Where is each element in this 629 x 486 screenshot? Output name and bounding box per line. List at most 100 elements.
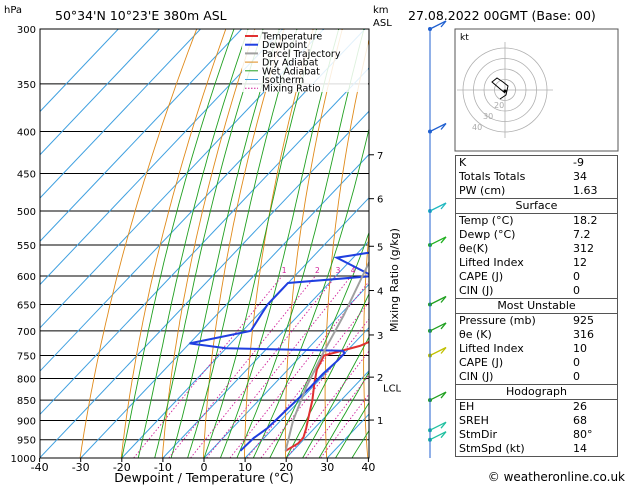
hpa-unit-label: hPa — [4, 5, 22, 16]
wet-adiabat-line — [236, 29, 365, 458]
wet-adiabat-line — [252, 127, 369, 458]
index-row: StmDir 80° — [456, 428, 618, 442]
index-label: CAPE (J) — [459, 270, 504, 283]
index-value: 34 — [573, 170, 587, 183]
wind-barb-flag — [440, 236, 447, 244]
wind-barb — [429, 391, 447, 401]
index-row: θe(K) 312 — [456, 242, 618, 256]
wind-barb — [429, 236, 447, 246]
mixing-ratio-label: 2 — [315, 266, 320, 275]
index-value: 925 — [573, 314, 594, 327]
dry-adiabat-line — [202, 29, 285, 458]
index-label: CAPE (J) — [459, 356, 504, 369]
index-row: Temp (°C) 18.2 — [456, 214, 618, 229]
index-label: Pressure (mb) — [459, 314, 536, 327]
km-tick-label: 3 — [377, 331, 383, 342]
km-tick-label: 6 — [377, 195, 383, 206]
km-tick-label: 5 — [377, 242, 383, 253]
hodograph-unit: kt — [460, 33, 469, 43]
wind-barb-flag — [440, 391, 447, 399]
wet-adiabat-line — [187, 29, 298, 458]
hodograph-ring-label: 30 — [483, 112, 493, 121]
wind-barb-flag — [440, 347, 447, 354]
index-row: CAPE (J) 0 — [456, 356, 618, 370]
mixing-ratio-axis-label: Mixing Ratio (g/kg) — [388, 228, 401, 332]
index-label: PW (cm) — [459, 184, 506, 197]
index-row: CAPE (J) 0 — [456, 270, 618, 284]
wind-barb-flag — [440, 296, 447, 303]
index-row: EH 26 — [456, 400, 618, 415]
series-line-dewpoint — [189, 251, 369, 452]
index-label: Temp (°C) — [459, 214, 514, 227]
isotherm-line — [40, 29, 119, 113]
index-label: Dewp (°C) — [459, 228, 516, 241]
index-value: 1.63 — [573, 184, 598, 197]
mixing-ratio-line — [206, 275, 352, 458]
wet-adiabat-line — [269, 231, 369, 458]
mixing-ratio-line — [229, 280, 369, 458]
mixing-ratio-label: 6 — [373, 266, 378, 275]
isotherm-line — [40, 110, 369, 458]
index-value: 18.2 — [573, 214, 598, 227]
index-value: 312 — [573, 242, 594, 255]
mixing-ratio-line — [286, 350, 369, 458]
pressure-tick-label: 300 — [17, 25, 36, 36]
mixing-ratio-line — [190, 275, 337, 458]
dry-adiabat-line — [324, 37, 369, 458]
pressure-tick-label: 800 — [17, 374, 36, 385]
index-row: Totals Totals 34 — [456, 170, 618, 184]
wind-barb-flag — [440, 431, 447, 439]
isotherm-line — [40, 29, 284, 286]
mixing-ratio-label: 15 — [424, 266, 434, 275]
index-row: CIN (J) 0 — [456, 370, 618, 385]
legend-entry: Wet Adiabat — [262, 66, 320, 77]
mixing-ratio-line — [168, 275, 316, 458]
dry-adiabat-line — [363, 227, 369, 458]
isotherm-line — [40, 29, 201, 199]
isotherm-line — [40, 29, 243, 242]
index-row: Pressure (mb) 925 — [456, 314, 618, 329]
index-value: 7.2 — [573, 228, 591, 241]
index-value: 68 — [573, 414, 587, 427]
index-label: θe(K) — [459, 242, 489, 255]
isotherm-line — [162, 240, 369, 458]
x-tick-label: -30 — [72, 461, 90, 474]
x-tick-label: 10 — [238, 461, 252, 474]
x-tick-label: -20 — [113, 461, 131, 474]
legend-entry: Dry Adiabat — [262, 58, 319, 69]
pressure-tick-label: 450 — [17, 169, 36, 180]
mixing-ratio-label: 3 — [336, 266, 341, 275]
wet-adiabat-line — [219, 29, 340, 458]
index-row: PW (cm) 1.63 — [456, 184, 618, 199]
pressure-tick-label: 750 — [17, 351, 36, 362]
hodograph-trace — [491, 77, 509, 100]
legend-entry: Dewpoint — [262, 40, 307, 51]
isotherm-line — [80, 153, 369, 458]
section-header: Hodograph — [455, 384, 618, 400]
index-value: 80° — [573, 428, 593, 441]
wind-barb — [429, 202, 447, 212]
index-label: K — [459, 156, 467, 169]
dry-adiabat-line — [120, 29, 227, 458]
pressure-tick-label: 700 — [17, 327, 36, 338]
km-unit-label: km — [373, 5, 389, 16]
index-value: 0 — [573, 370, 580, 383]
wind-barb-flag — [440, 421, 447, 429]
wind-barb — [429, 421, 447, 431]
x-tick-label: 0 — [201, 461, 208, 474]
dry-adiabat-line — [161, 29, 256, 458]
x-axis-label: Dewpoint / Temperature (°C) — [114, 470, 293, 485]
pressure-tick-label: 400 — [17, 128, 36, 139]
copyright-footer: © weatheronline.co.uk — [487, 470, 625, 484]
pressure-tick-label: 900 — [17, 416, 36, 427]
pressure-tick-label: 1000 — [11, 454, 36, 465]
wet-adiabat-line — [121, 29, 235, 458]
index-value: 0 — [573, 270, 580, 283]
index-label: Lifted Index — [459, 342, 524, 355]
mixing-ratio-line — [305, 374, 369, 458]
index-row: Dewp (°C) 7.2 — [456, 228, 618, 242]
legend-entry: Temperature — [261, 32, 322, 43]
index-label: θe (K) — [459, 328, 492, 341]
